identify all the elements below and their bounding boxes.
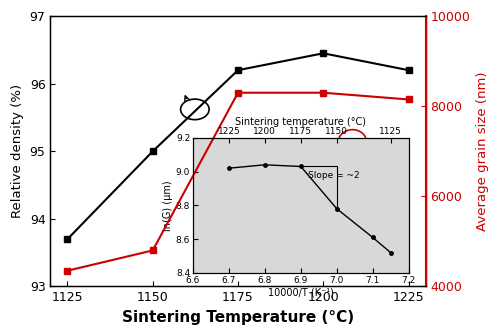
Y-axis label: Average grain size (nm): Average grain size (nm) [476,72,489,231]
X-axis label: Sintering temperature (°C): Sintering temperature (°C) [236,117,366,127]
X-axis label: Sintering Temperature (°C): Sintering Temperature (°C) [122,310,354,325]
Y-axis label: Relative density (%): Relative density (%) [11,84,24,218]
